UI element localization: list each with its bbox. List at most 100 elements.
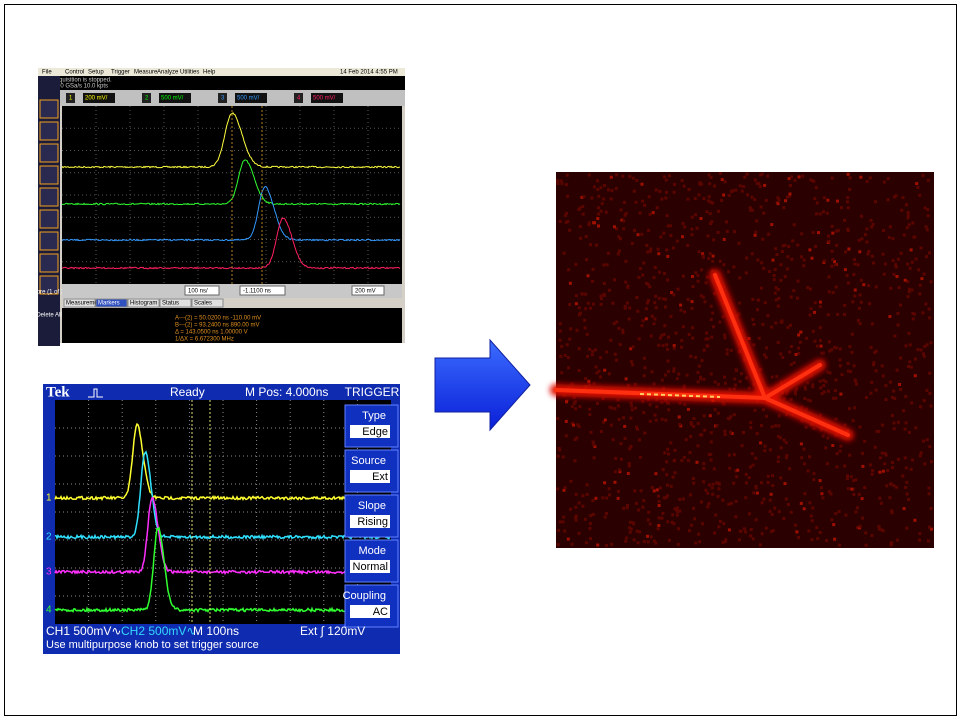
side-button[interactable]: Delete All [36,313,61,319]
noise-pixel [681,325,685,329]
channel-marker: 2 [46,532,52,543]
noise-pixel [723,180,727,184]
noise-pixel [707,199,711,203]
noise-pixel [740,444,744,448]
channel-scale-box[interactable] [159,93,191,103]
noise-pixel [647,510,651,514]
menu-item[interactable]: Help [203,70,216,76]
noise-pixel [612,322,616,325]
noise-pixel [668,174,671,178]
noise-pixel [574,492,578,496]
noise-pixel [904,395,908,398]
noise-pixel [699,433,703,437]
noise-pixel [847,247,851,251]
noise-pixel [664,496,668,500]
noise-pixel [691,326,695,330]
noise-pixel [864,543,868,547]
noise-pixel [750,252,754,256]
menu-item[interactable]: Trigger [111,70,130,76]
channel-scale-box[interactable] [235,93,267,103]
noise-pixel [822,196,826,200]
noise-pixel [730,431,734,435]
tab[interactable] [95,298,128,308]
noise-pixel [565,343,569,347]
noise-pixel [660,516,664,520]
tool-button[interactable] [39,187,59,207]
tab-label: Status [162,301,179,307]
menu-item[interactable]: Setup [88,70,104,76]
noise-pixel [902,233,906,237]
noise-pixel [647,228,651,232]
noise-pixel [755,491,759,495]
tool-button[interactable] [39,121,59,141]
noise-pixel [681,221,685,225]
noise-pixel [673,471,677,475]
noise-pixel [689,354,693,358]
noise-pixel [675,377,679,381]
tool-button[interactable] [39,165,59,185]
menu-item[interactable]: File [42,70,52,76]
noise-pixel [683,225,687,229]
noise-pixel [846,196,850,200]
noise-pixel [711,254,715,258]
noise-pixel [665,343,669,347]
noise-pixel [908,266,912,270]
noise-pixel [838,449,842,453]
noise-pixel [926,208,930,212]
noise-pixel [834,378,838,382]
menu-item[interactable]: Control [65,70,84,76]
channel-scale-box[interactable] [311,93,343,103]
noise-pixel [899,356,903,360]
tool-button[interactable] [39,253,59,273]
noise-pixel [620,218,624,222]
noise-pixel [812,427,816,430]
noise-pixel [864,396,868,399]
side-button[interactable]: More (1 of 2) [32,290,66,296]
tool-button[interactable] [39,143,59,163]
menu-item[interactable]: Analyze [157,70,179,76]
noise-pixel [711,492,715,496]
delay-box[interactable] [239,285,286,296]
noise-pixel [569,479,573,483]
noise-pixel [616,252,620,256]
noise-pixel [573,400,577,404]
noise-pixel [664,305,667,309]
noise-pixel [647,299,650,303]
noise-pixel [877,525,881,528]
noise-pixel [707,256,711,260]
noise-pixel [855,526,859,530]
tab[interactable] [159,298,192,308]
channel-scale: 500 mV/ [313,96,336,102]
noise-pixel [761,322,765,326]
tool-button[interactable] [39,275,59,295]
noise-pixel [799,442,803,446]
timebase-box[interactable] [184,285,220,296]
tab[interactable] [63,298,96,308]
noise-pixel [692,417,696,420]
noise-pixel [626,504,629,507]
tool-button[interactable] [39,231,59,251]
noise-pixel [854,478,858,482]
noise-pixel [721,498,725,502]
menu-value-box [350,425,390,438]
noise-pixel [696,371,700,374]
tab[interactable] [191,298,224,308]
noise-pixel [852,479,856,483]
trigger-box[interactable] [351,285,385,296]
channel-scale-box[interactable] [83,93,115,103]
tab[interactable] [127,298,160,308]
menu-item[interactable]: Utilities [180,70,199,76]
noise-pixel [835,243,839,247]
waveform [54,526,391,614]
noise-pixel [817,231,820,235]
menu-item[interactable]: Measure [134,70,158,76]
tool-button[interactable] [39,209,59,229]
noise-pixel [609,175,613,179]
noise-pixel [758,185,762,189]
timebase: 100 ns/ [188,289,208,295]
noise-pixel [717,525,721,529]
noise-pixel [661,511,665,515]
tool-button[interactable] [39,99,59,119]
noise-pixel [737,538,741,542]
menu-bar [38,68,405,76]
